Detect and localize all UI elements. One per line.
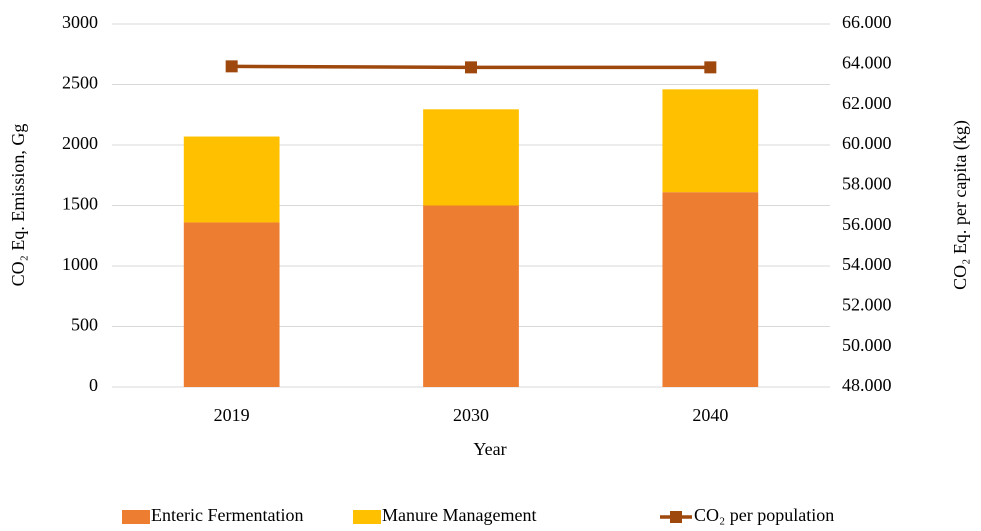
bar bbox=[183, 136, 280, 223]
legend-label: CO₂ per population bbox=[694, 505, 834, 525]
y2-tick-label: 62.000 bbox=[842, 93, 892, 113]
y-tick-label: 1500 bbox=[62, 194, 98, 214]
y2-tick-label: 66.000 bbox=[842, 12, 892, 32]
x-tick-label: 2040 bbox=[692, 405, 728, 425]
legend-label: Manure Management bbox=[382, 505, 536, 525]
x-tick-label: 2030 bbox=[453, 405, 489, 425]
y-tick-label: 1000 bbox=[62, 254, 98, 274]
legend-swatch bbox=[122, 510, 150, 524]
x-tick-label: 2019 bbox=[214, 405, 250, 425]
line-marker bbox=[465, 61, 477, 74]
y-axis-label: CO₂ Eq. Emission, Gg bbox=[8, 124, 28, 287]
y2-tick-label: 52.000 bbox=[842, 294, 892, 314]
y2-tick-label: 56.000 bbox=[842, 214, 892, 234]
y-tick-label: 500 bbox=[71, 315, 98, 335]
y2-tick-label: 58.000 bbox=[842, 173, 892, 193]
line-marker bbox=[225, 60, 238, 73]
bar bbox=[183, 222, 280, 387]
y-tick-label: 3000 bbox=[62, 12, 98, 32]
legend-swatch bbox=[670, 511, 682, 523]
y-tick-label: 2000 bbox=[62, 133, 98, 153]
y-tick-label: 2500 bbox=[62, 73, 98, 93]
x-axis-label: Year bbox=[473, 439, 506, 459]
y2-tick-label: 54.000 bbox=[842, 254, 892, 274]
legend-label: Enteric Fermentation bbox=[151, 505, 303, 525]
y-tick-label: 0 bbox=[89, 375, 98, 395]
bar bbox=[423, 205, 519, 387]
bar bbox=[662, 89, 759, 193]
legend-swatch bbox=[353, 510, 381, 524]
y2-tick-label: 60.000 bbox=[842, 133, 892, 153]
y2-tick-label: 50.000 bbox=[842, 335, 892, 355]
line-marker bbox=[704, 61, 717, 74]
y2-axis-label: CO₂ Eq. per capita (kg) bbox=[950, 120, 971, 290]
bar bbox=[662, 192, 759, 387]
y2-tick-label: 48.000 bbox=[842, 375, 892, 395]
y2-tick-label: 64.000 bbox=[842, 52, 892, 72]
bar bbox=[423, 109, 519, 206]
